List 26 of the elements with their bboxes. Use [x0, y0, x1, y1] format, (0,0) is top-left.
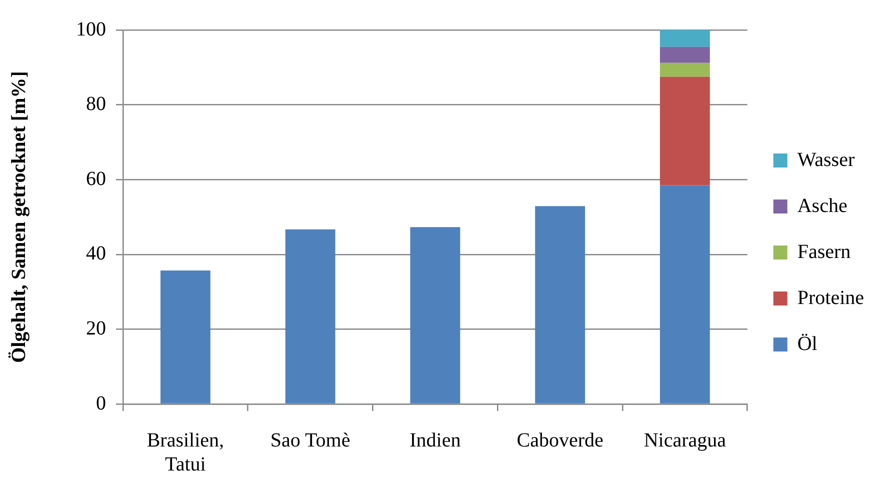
y-tick-label: 80	[86, 93, 106, 116]
bar	[160, 270, 210, 404]
bar	[660, 62, 710, 77]
legend-label: Öl	[797, 332, 818, 355]
legend-label: Asche	[797, 194, 848, 217]
bar	[660, 76, 710, 186]
x-tick-label: Indien	[410, 429, 461, 452]
y-tick-label: 0	[96, 392, 106, 414]
bar	[535, 206, 586, 404]
bar	[660, 46, 710, 63]
bar	[285, 229, 336, 404]
x-tick-label: Sao Tomè	[270, 429, 350, 452]
y-tick-label: 60	[86, 168, 106, 190]
y-axis-title: Ölgehalt, Samen getrocknet [m%]	[8, 71, 30, 363]
legend-label: Fasern	[797, 240, 851, 263]
x-tick-label: Caboverde	[516, 429, 604, 452]
x-tick-label: Brasilien, Tatui	[146, 429, 224, 476]
y-tick-label: 20	[86, 317, 106, 340]
y-tick-label: 100	[76, 18, 106, 40]
bar	[410, 227, 460, 404]
x-tick-label: Nicaragua	[644, 429, 726, 452]
bar	[660, 185, 710, 404]
bar	[660, 30, 710, 47]
legend-label: Wasser	[797, 148, 855, 171]
legend-label: Proteine	[797, 286, 864, 309]
y-tick-label: 40	[86, 242, 106, 265]
